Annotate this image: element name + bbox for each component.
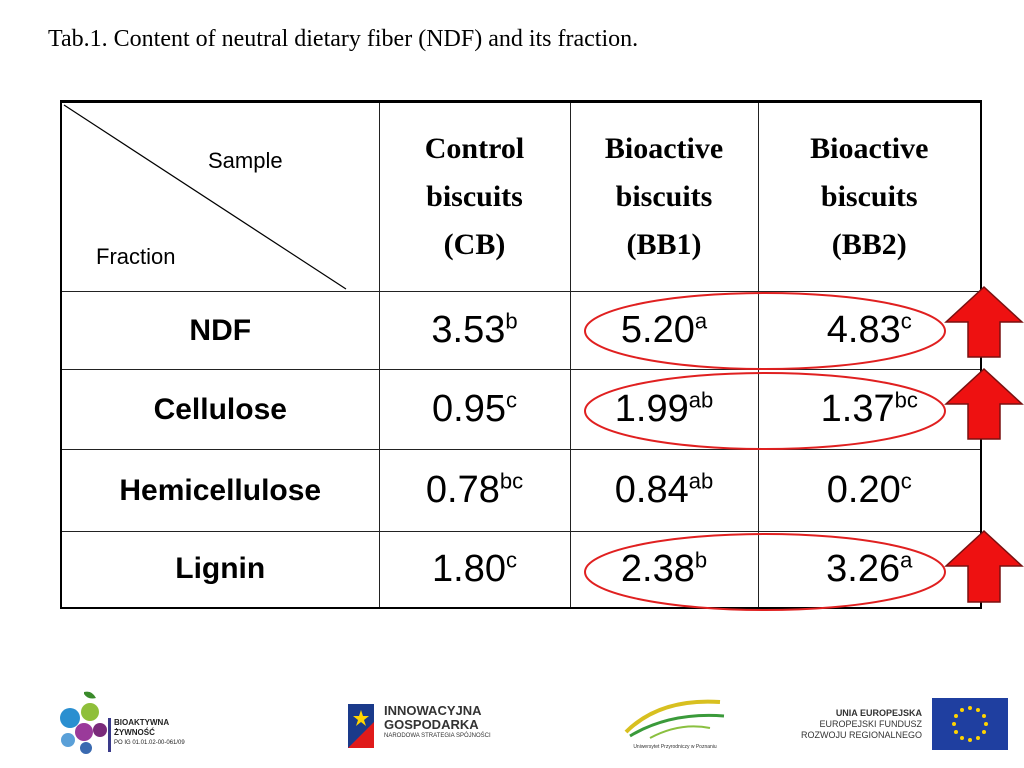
cell-value: 0.20c — [757, 449, 982, 532]
cell-value: 3.26a — [757, 531, 982, 608]
cell-value: 0.95c — [378, 369, 571, 450]
cell-value: 5.20a — [569, 291, 759, 370]
row-label-hemicellulose: Hemicellulose — [60, 449, 380, 532]
eu-logo: UNIA EUROPEJSKA EUROPEJSKI FUNDUSZ ROZWO… — [796, 698, 1008, 752]
row-label-ndf: NDF — [60, 291, 380, 370]
col-header-cb: Control biscuits (CB) — [378, 101, 571, 292]
table-row: NDF 3.53b 5.20a 4.83c — [60, 291, 982, 370]
bioaktywna-logo: BIOAKTYWNA ŻYWNOŚĆ PO IG 01.01.02-00-061… — [56, 690, 216, 756]
row-label-cellulose: Cellulose — [60, 369, 380, 450]
cell-value: 1.80c — [378, 531, 571, 608]
cell-value: 2.38b — [569, 531, 759, 608]
table-row: Hemicellulose 0.78bc 0.84ab 0.20c — [60, 449, 982, 532]
eu-flag-icon — [932, 698, 1008, 750]
university-logo: Uniwersytet Przyrodniczy w Poznaniu — [620, 692, 730, 756]
table-row: Cellulose 0.95c 1.99ab 1.37bc — [60, 369, 982, 450]
corner-sample-label: Sample — [208, 148, 283, 173]
cell-value: 0.78bc — [378, 449, 571, 532]
header-row: Sample Fraction Control biscuits (CB) Bioa… — [60, 101, 982, 292]
grape-icon — [60, 691, 107, 754]
flag-star-icon — [348, 704, 374, 748]
corner-fraction-label: Fraction — [96, 244, 176, 269]
cell-value: 4.83c — [757, 291, 982, 370]
table-caption: Tab.1. Content of neutral dietary fiber … — [48, 26, 639, 52]
col-header-bb2: Bioactive biscuits (BB2) — [757, 101, 982, 292]
col-header-bb1: Bioactive biscuits (BB1) — [569, 101, 759, 292]
footer-logos: BIOAKTYWNA ŻYWNOŚĆ PO IG 01.01.02-00-061… — [0, 680, 1024, 760]
swirl-icon — [624, 699, 725, 739]
cell-value: 1.37bc — [757, 369, 982, 450]
cell-value: 1.99ab — [569, 369, 759, 450]
table-row: Lignin 1.80c 2.38b 3.26a — [60, 531, 982, 608]
cell-value: 3.53b — [378, 291, 571, 370]
corner-cell: Sample Fraction — [60, 101, 380, 292]
row-label-lignin: Lignin — [60, 531, 380, 608]
fiber-table: Sample Fraction Control biscuits (CB) Bioa… — [60, 100, 982, 609]
diagonal-line — [63, 104, 347, 290]
cell-value: 0.84ab — [569, 449, 759, 532]
innowacyjna-gospodarka-logo: INNOWACYJNA GOSPODARKA NARODOWA STRATEGI… — [344, 698, 514, 754]
